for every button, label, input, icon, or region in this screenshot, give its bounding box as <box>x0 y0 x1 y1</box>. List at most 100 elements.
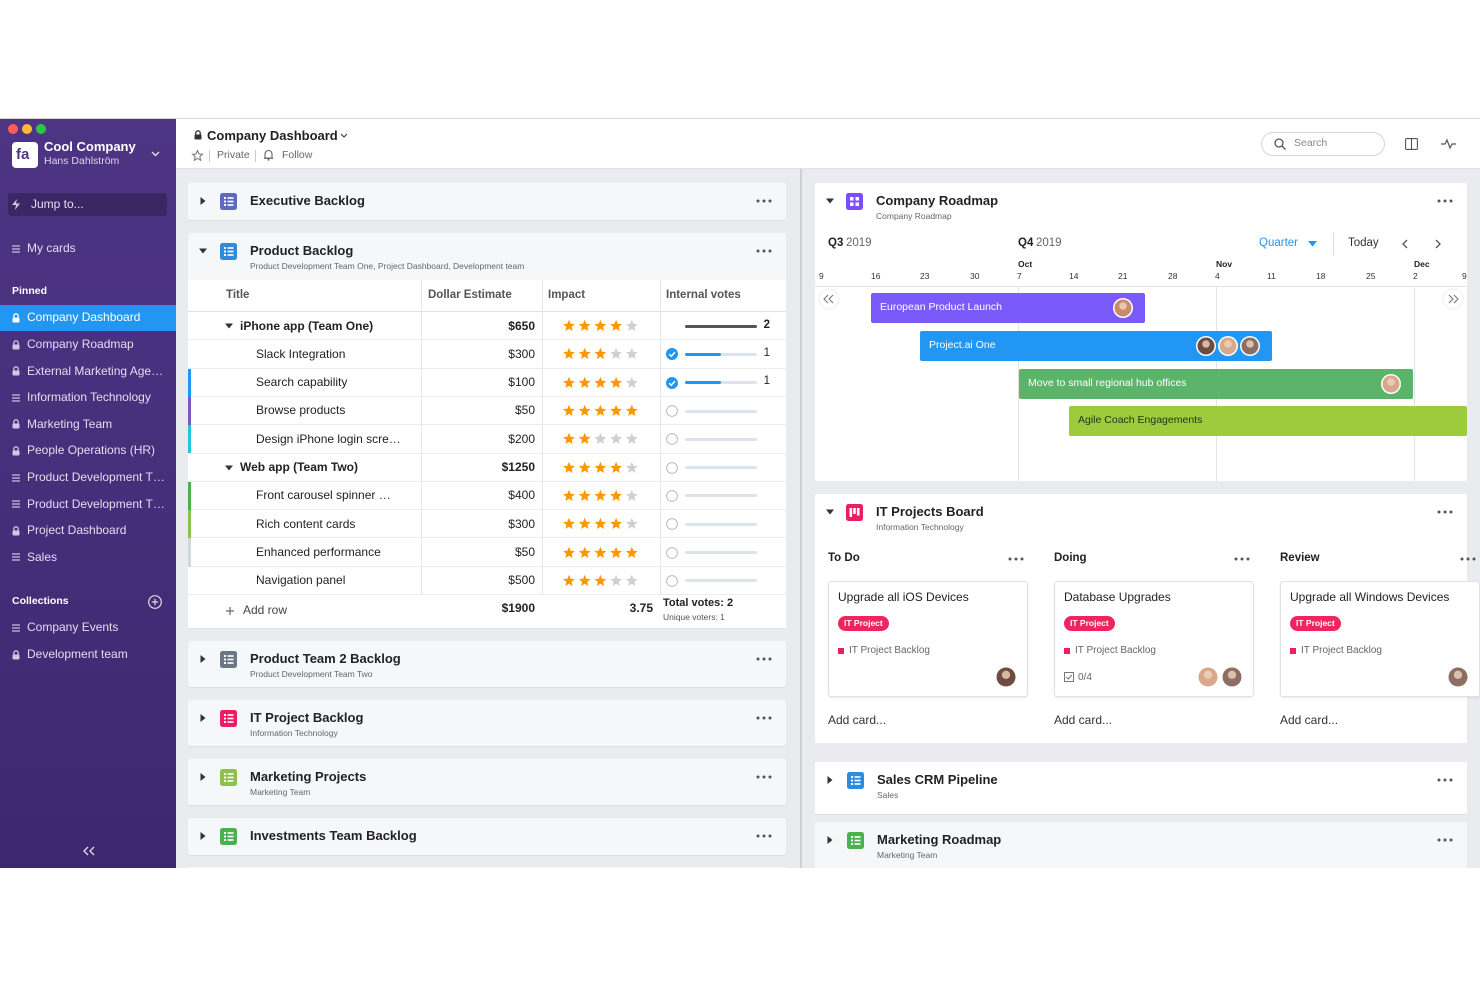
search-placeholder[interactable]: Search <box>1294 137 1328 150</box>
card-title[interactable]: Upgrade all iOS Devices <box>838 590 969 605</box>
caret <box>200 197 206 205</box>
company-name[interactable]: Cool Company <box>44 138 136 154</box>
row-title[interactable]: Browse products <box>256 403 346 418</box>
source-marker <box>838 648 844 654</box>
nav-item[interactable]: Sales <box>27 549 58 564</box>
vote-toggle[interactable] <box>666 574 678 587</box>
nav-item[interactable]: Product Development T… <box>27 496 165 511</box>
roadmap-bar-label[interactable]: Agile Coach Engagements <box>1078 414 1203 427</box>
panel-title[interactable]: IT Projects Board <box>876 503 984 519</box>
card-tag: IT Project <box>1064 616 1115 631</box>
board-card[interactable] <box>828 581 1028 697</box>
nav-item[interactable]: Company Dashboard <box>27 310 141 325</box>
scroll-forward[interactable] <box>1442 288 1464 310</box>
group-title[interactable]: iPhone app (Team One) <box>240 318 374 333</box>
panel-subtitle: Marketing Team <box>250 787 311 798</box>
nav-item[interactable]: People Operations (HR) <box>27 443 156 458</box>
panel-title[interactable]: Marketing Projects <box>250 768 367 784</box>
row-title[interactable]: Enhanced performance <box>256 544 381 559</box>
roadmap-bar[interactable] <box>871 293 1145 323</box>
vote-toggle[interactable] <box>666 546 678 559</box>
group-title[interactable]: Web app (Team Two) <box>240 460 359 475</box>
list-icon <box>12 500 20 508</box>
card-title[interactable]: Database Upgrades <box>1064 590 1171 605</box>
vote-track <box>685 437 757 441</box>
window-control[interactable] <box>36 124 46 134</box>
nav-item[interactable]: Product Development T… <box>27 470 165 484</box>
checklist-icon <box>1064 672 1074 682</box>
nav-item[interactable]: Company Events <box>27 620 119 635</box>
add-collection[interactable] <box>148 595 162 609</box>
roadmap-bar[interactable] <box>1019 369 1413 399</box>
star-icon[interactable] <box>191 149 204 162</box>
add-card[interactable]: Add card... <box>1054 713 1113 728</box>
panel-title[interactable]: IT Project Backlog <box>250 709 364 725</box>
unique-voters: Unique voters: 1 <box>663 612 725 623</box>
card-title[interactable]: Upgrade all Windows Devices <box>1290 590 1450 605</box>
roadmap-bar-label[interactable]: Move to small regional hub offices <box>1028 377 1187 390</box>
activity-icon[interactable] <box>1441 138 1456 150</box>
month-line <box>1018 286 1019 481</box>
panel-title[interactable]: Product Backlog <box>250 242 354 258</box>
impact-stars <box>563 546 638 558</box>
jump-to-box[interactable] <box>8 193 167 216</box>
nav-item[interactable]: Information Technology <box>27 390 151 405</box>
nav-item[interactable]: External Marketing Age… <box>27 363 164 378</box>
column-border <box>542 280 543 595</box>
panel-title[interactable]: Sales CRM Pipeline <box>877 771 998 787</box>
panel-title[interactable]: Executive Backlog <box>250 192 365 208</box>
row-title[interactable]: Navigation panel <box>256 573 346 588</box>
follow[interactable]: Follow <box>282 149 313 162</box>
nav-item[interactable]: Company Roadmap <box>27 337 134 351</box>
jump-to[interactable]: Jump to... <box>31 197 84 212</box>
view-selector[interactable]: Quarter <box>1259 236 1298 249</box>
collapse-sidebar[interactable] <box>83 846 95 856</box>
nav-item[interactable]: Development team <box>27 647 128 661</box>
vote-toggle[interactable] <box>666 405 678 417</box>
panel-icon <box>846 503 863 521</box>
row-title[interactable]: Rich content cards <box>256 516 356 531</box>
roadmap-bar-label[interactable]: Project.ai One <box>929 339 996 352</box>
panel-title[interactable]: Investments Team Backlog <box>250 827 417 843</box>
my-cards[interactable]: My cards <box>27 241 76 256</box>
card-tag: IT Project <box>838 616 889 631</box>
panel-title[interactable]: Product Team 2 Backlog <box>250 650 401 666</box>
panel-icon <box>220 709 237 727</box>
window-control[interactable] <box>8 124 18 134</box>
more-menu <box>756 657 772 661</box>
section-heading: Collections <box>12 595 69 608</box>
vote-toggle[interactable] <box>666 376 678 389</box>
layout-icon[interactable] <box>1405 138 1418 150</box>
panel-icon <box>220 827 237 845</box>
roadmap-bar-label[interactable]: European Product Launch <box>880 301 1003 314</box>
board-card[interactable] <box>1054 581 1254 697</box>
search-box[interactable] <box>1261 132 1385 156</box>
row-border <box>188 537 786 539</box>
nav-item[interactable]: Marketing Team <box>27 416 113 431</box>
row-title[interactable]: Search capability <box>256 375 348 390</box>
row-title[interactable]: Front carousel spinner … <box>256 488 391 503</box>
prev-button[interactable] <box>1402 239 1408 249</box>
vote-toggle[interactable] <box>666 490 678 502</box>
add-card[interactable]: Add card... <box>1280 713 1339 728</box>
row-title[interactable]: Slack Integration <box>256 346 346 361</box>
next-button[interactable] <box>1435 239 1441 249</box>
today-button[interactable]: Today <box>1348 236 1379 249</box>
caret <box>827 776 833 784</box>
vote-toggle[interactable] <box>666 461 678 474</box>
scroll-back[interactable] <box>818 288 840 310</box>
add-card[interactable]: Add card... <box>828 713 887 728</box>
panel <box>188 759 786 805</box>
add-row[interactable]: Add row <box>243 603 288 618</box>
window-control[interactable] <box>22 124 32 134</box>
panel-title[interactable]: Company Roadmap <box>876 192 999 208</box>
nav-item[interactable]: Project Dashboard <box>27 523 127 538</box>
panel-title[interactable]: Marketing Roadmap <box>877 831 1002 847</box>
board-card[interactable] <box>1280 581 1480 697</box>
vote-toggle[interactable] <box>666 348 678 361</box>
row-title[interactable]: Design iPhone login scre… <box>256 431 401 446</box>
vote-toggle[interactable] <box>666 433 678 446</box>
page-title[interactable]: Company Dashboard <box>207 127 338 143</box>
roadmap-bar[interactable] <box>1069 406 1467 436</box>
vote-toggle[interactable] <box>666 518 678 531</box>
